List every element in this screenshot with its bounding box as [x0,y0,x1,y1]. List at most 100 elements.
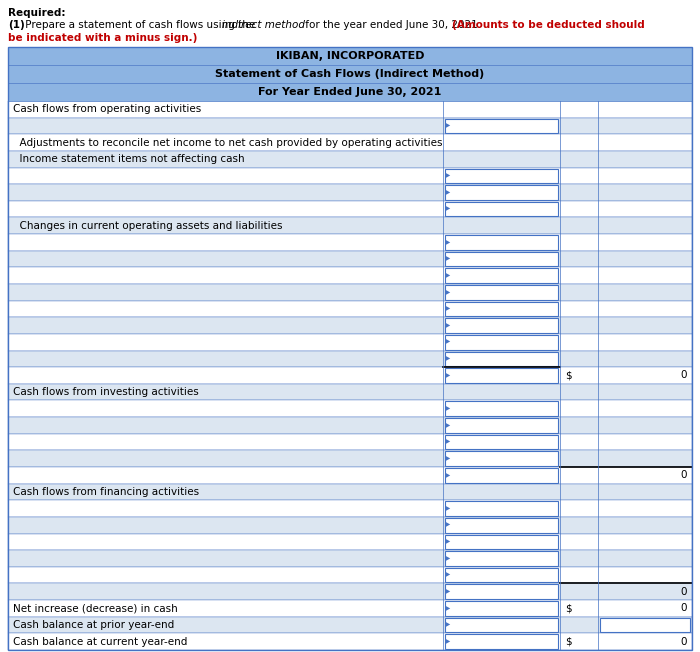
Text: ▶: ▶ [446,639,450,644]
Text: Changes in current operating assets and liabilities: Changes in current operating assets and … [13,221,283,231]
Bar [8,151,692,168]
Bar [8,168,692,184]
Bar [8,83,692,101]
Bar [445,584,558,599]
Bar [445,551,558,566]
Text: ▶: ▶ [446,606,450,611]
Text: indirect method: indirect method [222,20,305,30]
Bar [445,269,558,283]
Bar [8,218,692,234]
Bar [445,318,558,333]
Text: ▶: ▶ [446,323,450,328]
Bar [8,533,692,550]
Bar [445,418,558,433]
Text: 0: 0 [680,603,687,614]
Bar [8,47,692,65]
Text: IKIBAN, INCORPORATED: IKIBAN, INCORPORATED [276,51,424,61]
Bar [8,600,692,617]
Text: ▶: ▶ [446,406,450,411]
Bar [8,184,692,201]
Text: ▶: ▶ [446,539,450,544]
Text: ▶: ▶ [446,240,450,245]
Text: 0: 0 [680,637,687,647]
Bar [8,451,692,467]
Text: ▶: ▶ [446,556,450,561]
Text: Cash balance at prior year-end: Cash balance at prior year-end [13,620,174,630]
Text: ▶: ▶ [446,572,450,578]
Text: 0: 0 [680,470,687,481]
Text: ▶: ▶ [446,190,450,195]
Bar [445,235,558,250]
Text: ▶: ▶ [446,357,450,361]
Text: ▶: ▶ [446,173,450,179]
Bar [445,435,558,449]
Bar [8,500,692,517]
Bar [445,285,558,300]
Text: 0: 0 [680,587,687,597]
Bar [445,185,558,200]
Bar [8,134,692,151]
Bar [8,434,692,451]
Text: (1): (1) [8,20,25,30]
Bar [445,601,558,615]
Bar [8,417,692,434]
Bar [8,633,692,650]
Bar [8,367,692,384]
Text: ▶: ▶ [446,123,450,128]
Text: Adjustments to reconcile net income to net cash provided by operating activities: Adjustments to reconcile net income to n… [13,138,442,147]
Bar [445,169,558,183]
Text: ▶: ▶ [446,340,450,345]
Text: Cash flows from operating activities: Cash flows from operating activities [13,104,202,114]
Text: (Amounts to be deducted should: (Amounts to be deducted should [452,20,645,30]
Text: ▶: ▶ [446,373,450,378]
Bar [8,351,692,367]
Bar [8,567,692,584]
Bar [445,535,558,549]
Text: 0: 0 [680,370,687,381]
Bar [8,334,692,351]
Bar [445,634,558,649]
Bar [8,467,692,484]
Bar [445,119,558,133]
Text: Cash flows from financing activities: Cash flows from financing activities [13,487,199,497]
Text: ▶: ▶ [446,273,450,278]
Bar [8,384,692,400]
Bar [445,501,558,516]
Text: Prepare a statement of cash flows using the: Prepare a statement of cash flows using … [22,20,258,30]
Bar [8,267,692,284]
Text: ▶: ▶ [446,306,450,312]
Text: Statement of Cash Flows (Indirect Method): Statement of Cash Flows (Indirect Method… [216,69,484,79]
Bar [8,484,692,500]
Bar [445,335,558,349]
Bar [8,400,692,417]
Text: ▶: ▶ [446,589,450,594]
Bar [8,318,692,334]
Bar [8,117,692,134]
Bar [8,617,692,633]
Bar [445,451,558,466]
Bar [445,302,558,316]
Bar [445,368,558,383]
Text: For Year Ended June 30, 2021: For Year Ended June 30, 2021 [258,87,442,97]
Bar [445,568,558,582]
Bar [445,252,558,267]
Text: Income statement items not affecting cash: Income statement items not affecting cas… [13,155,244,164]
Text: ▶: ▶ [446,423,450,428]
Text: Cash flows from investing activities: Cash flows from investing activities [13,387,199,397]
Text: ▶: ▶ [446,207,450,212]
Text: ▶: ▶ [446,256,450,261]
Text: for the year ended June 30, 2021.: for the year ended June 30, 2021. [302,20,484,30]
Text: ▶: ▶ [446,439,450,445]
Bar [445,402,558,416]
Bar [445,202,558,216]
Text: ▶: ▶ [446,473,450,478]
Text: be indicated with a minus sign.): be indicated with a minus sign.) [8,33,197,43]
Text: Cash balance at current year-end: Cash balance at current year-end [13,637,188,647]
Text: ▶: ▶ [446,523,450,527]
Text: $: $ [565,637,572,647]
Bar [445,518,558,533]
Bar [8,301,692,318]
Bar [445,468,558,482]
Bar [8,550,692,567]
Text: $: $ [565,603,572,614]
